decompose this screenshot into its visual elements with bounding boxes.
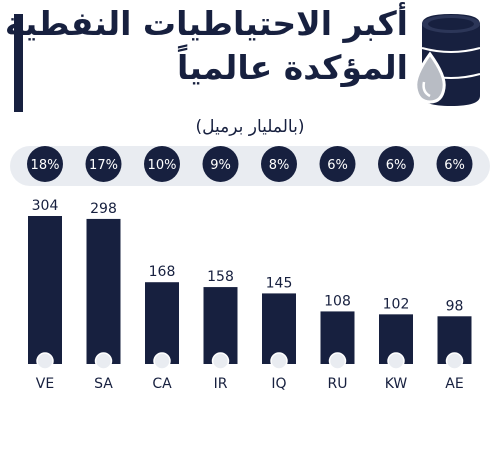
category-label-VE: VE [36, 376, 54, 392]
oil-drop-icon [414, 51, 446, 104]
flag-icon-RU [328, 352, 347, 370]
value-label-IQ: 145 [266, 275, 293, 291]
value-label-AE: 98 [446, 298, 464, 314]
share-circle-KW [378, 146, 414, 182]
category-label-CA: CA [152, 376, 172, 392]
category-label-IR: IR [214, 376, 228, 392]
title-accent-bar [14, 14, 23, 112]
flag-icon-SA [94, 352, 113, 370]
oil-barrel-icon [414, 14, 481, 106]
category-label-KW: KW [385, 376, 408, 392]
share-label-SA: 17% [89, 158, 118, 173]
share-label-CA: 10% [148, 158, 177, 173]
chart-title-line-2: المؤكدة عالمياً [176, 48, 408, 87]
category-label-RU: RU [328, 376, 348, 392]
flag-icon-CA [153, 352, 171, 370]
share-label-VE: 18% [31, 158, 60, 173]
share-circle-VE [27, 146, 63, 182]
share-circle-CA [144, 146, 180, 182]
flag-icon-VE [36, 352, 54, 370]
bar-IQ [262, 293, 296, 364]
bar-SA [86, 218, 121, 364]
value-label-RU: 108 [324, 293, 351, 309]
share-circle-SA [85, 146, 122, 182]
value-label-VE: 304 [32, 198, 59, 214]
flag-icon-AE [445, 352, 464, 370]
bar-VE [28, 216, 62, 364]
bar-CA [145, 282, 179, 364]
category-label-AE: AE [445, 376, 463, 392]
share-label-AE: 6% [444, 158, 465, 173]
value-label-SA: 298 [90, 201, 117, 217]
share-label-IR: 9% [210, 158, 231, 173]
share-label-KW: 6% [386, 158, 407, 173]
share-label-IQ: 8% [269, 158, 290, 173]
share-circle-AE [436, 146, 473, 182]
shares-band [10, 146, 490, 186]
chart-title-line-1: أكبر الاحتياطيات النفطية [4, 4, 408, 43]
share-circle-IR [202, 146, 239, 182]
share-label-RU: 6% [327, 158, 348, 173]
share-circle-RU [319, 146, 356, 182]
unit-label: (بالمليار برميل) [195, 117, 305, 137]
share-circle-IQ [261, 146, 297, 182]
bar-IR [203, 287, 238, 364]
flag-icon-IQ [270, 352, 288, 370]
category-label-SA: SA [94, 376, 113, 392]
flag-icon-KW [387, 352, 405, 370]
value-label-CA: 168 [149, 264, 176, 280]
value-label-KW: 102 [383, 296, 410, 312]
flag-icon-IR [211, 352, 230, 370]
category-label-IQ: IQ [271, 376, 286, 392]
value-label-IR: 158 [207, 269, 234, 285]
